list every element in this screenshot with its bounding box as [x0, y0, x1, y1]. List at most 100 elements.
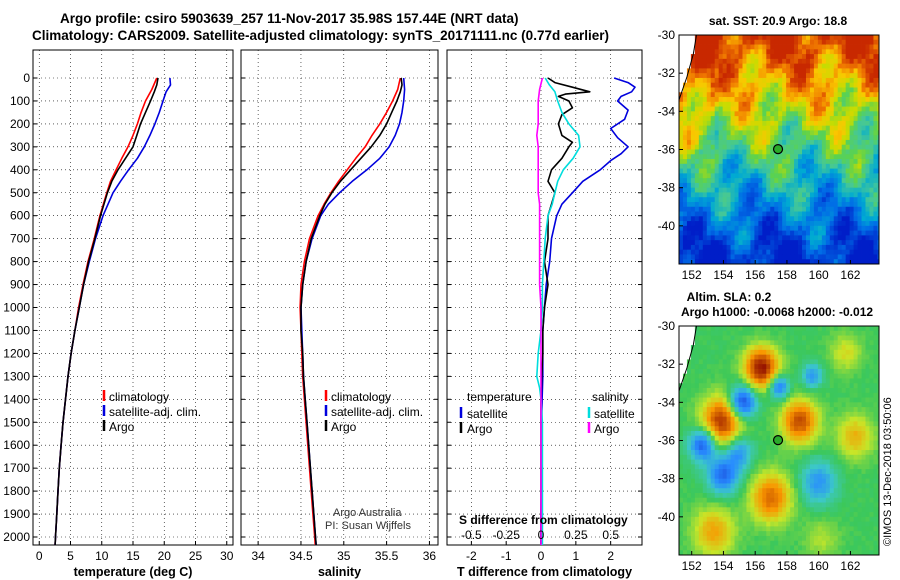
map-cell	[782, 483, 787, 489]
map-cell	[750, 101, 755, 107]
map-cell	[798, 411, 803, 418]
map-cell	[758, 488, 763, 494]
map-cell	[782, 63, 787, 69]
map-cell	[877, 383, 879, 389]
map-cell	[758, 240, 763, 246]
map-cell	[857, 469, 862, 475]
map-cell	[833, 416, 839, 422]
map-cell	[817, 163, 823, 169]
map-cell	[817, 335, 823, 341]
map-cell	[679, 240, 684, 246]
map-cell	[686, 450, 692, 456]
map-cell	[762, 531, 767, 537]
map-cell	[821, 497, 827, 503]
map-cell	[805, 454, 811, 460]
map-cell	[746, 168, 751, 174]
map-cell	[794, 416, 799, 422]
map-cell	[825, 526, 831, 532]
map-cell	[877, 507, 879, 513]
map-cell	[734, 411, 739, 418]
map-cell	[686, 58, 692, 65]
map-cell	[845, 144, 851, 150]
map-cell	[861, 373, 866, 379]
map-cell	[877, 492, 879, 499]
map-cell	[762, 421, 767, 427]
map-cell	[738, 192, 743, 198]
map-cell	[849, 473, 854, 480]
map-cell	[686, 73, 692, 79]
map-cell	[794, 545, 799, 551]
map-cell	[813, 63, 819, 69]
map-cell	[873, 540, 878, 546]
map-cell	[762, 502, 767, 508]
map-cell	[730, 473, 735, 480]
map-cell	[798, 77, 803, 84]
map-cell	[821, 44, 827, 50]
map-cell	[877, 378, 879, 384]
map-cell	[805, 388, 811, 394]
map-cell	[686, 402, 692, 408]
map-cell	[750, 326, 755, 332]
map-cell	[770, 450, 775, 456]
map-cell	[686, 211, 692, 217]
map-cell	[837, 221, 843, 227]
map-cell	[790, 531, 795, 537]
map-cell	[762, 550, 767, 555]
map-cell	[841, 497, 847, 503]
map-cell	[813, 97, 819, 103]
map-cell	[726, 221, 731, 227]
map-cell	[805, 139, 811, 146]
map-cell	[714, 211, 720, 217]
map-cell	[726, 450, 731, 456]
map-cell	[786, 173, 791, 179]
map-cell	[869, 383, 874, 389]
map-cell	[778, 116, 783, 122]
map-cell	[774, 469, 779, 475]
map-cell	[821, 411, 827, 418]
map-cell	[813, 407, 819, 413]
map-cell	[778, 326, 783, 332]
map-cell	[809, 144, 815, 150]
map-cell	[798, 416, 803, 422]
map-cell	[809, 39, 815, 45]
map-cell	[738, 326, 743, 332]
map-cell	[726, 483, 731, 489]
map-cell	[778, 197, 783, 203]
map-cell	[821, 330, 827, 336]
map-cell	[798, 516, 803, 522]
map-cell	[718, 116, 724, 122]
map-cell	[829, 120, 835, 127]
map-cell	[869, 483, 874, 489]
map-cell	[679, 492, 684, 499]
map-cell	[778, 368, 783, 375]
map-cell	[770, 130, 775, 136]
map-cell	[734, 483, 739, 489]
map-cell	[865, 402, 870, 408]
map-cell	[794, 430, 799, 437]
map-cell	[805, 49, 811, 55]
map-cell	[754, 178, 759, 184]
map-cell	[762, 368, 767, 375]
map-cell	[746, 550, 751, 555]
map-cell	[782, 249, 787, 255]
map-cell	[873, 454, 878, 460]
map-cell	[714, 349, 720, 356]
map-cell	[873, 106, 878, 112]
map-cell	[849, 254, 854, 260]
map-cell	[861, 44, 866, 50]
map-cell	[730, 39, 735, 45]
map-cell	[869, 464, 874, 470]
map-cell	[782, 326, 787, 332]
map-cell	[833, 392, 839, 398]
map-cell	[845, 464, 851, 470]
map-cell	[778, 192, 783, 198]
map-cell	[873, 526, 878, 532]
map-cell	[778, 359, 783, 365]
map-cell	[746, 240, 751, 246]
map-cell	[802, 388, 807, 394]
map-cell	[805, 254, 811, 260]
map-cell	[750, 149, 755, 155]
map-cell	[706, 459, 712, 465]
map-cell	[730, 440, 735, 446]
map-cell	[857, 326, 862, 332]
